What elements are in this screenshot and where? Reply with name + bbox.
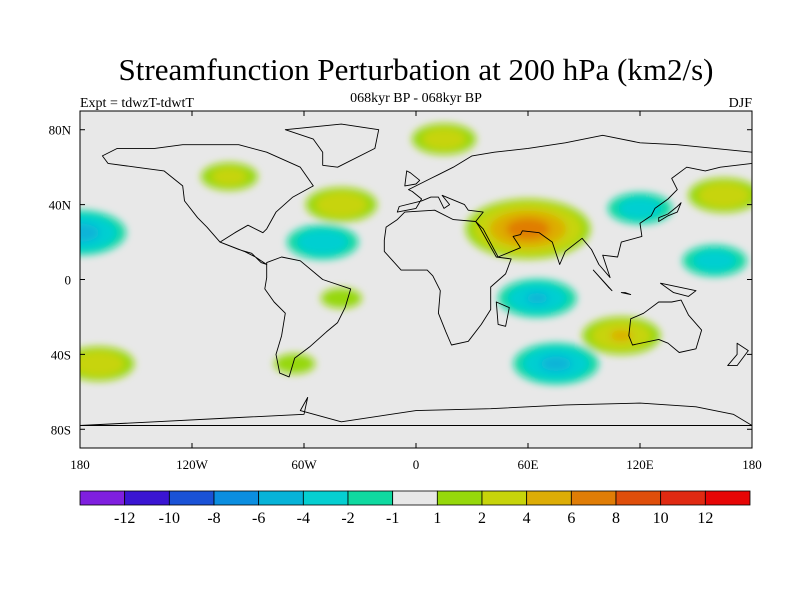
anomaly-contour bbox=[320, 288, 362, 309]
colorbar-label: 10 bbox=[653, 510, 669, 527]
anomaly-contour bbox=[692, 250, 737, 272]
colorbar-swatch bbox=[347, 490, 394, 506]
colorbar-label: -10 bbox=[159, 510, 180, 527]
anomaly-contour bbox=[618, 197, 662, 220]
coastline bbox=[592, 269, 613, 292]
y-tick-label: 80N bbox=[49, 123, 72, 138]
anomaly-contour bbox=[506, 218, 550, 240]
colorbar: -12 -10 -8 -6 -4 -2 -1 1 2 4 6 8 10 12 bbox=[79, 490, 751, 527]
colorbar-swatch bbox=[124, 490, 170, 506]
experiment-label: Expt = tdwzT-tdwtT bbox=[80, 96, 194, 111]
anomaly-contour bbox=[698, 182, 750, 208]
colorbar-label: -4 bbox=[297, 510, 310, 527]
coastlines bbox=[80, 123, 752, 426]
coastline bbox=[628, 299, 703, 353]
x-axis: 180 120W 60W 0 60E 120E 180 bbox=[70, 111, 762, 472]
x-tick-label: 0 bbox=[413, 457, 420, 472]
x-tick-label: 180 bbox=[742, 457, 762, 472]
anomaly-contour bbox=[80, 351, 125, 377]
colorbar-label: -1 bbox=[386, 510, 399, 527]
colorbar-label: 8 bbox=[612, 510, 620, 527]
anomaly-contour bbox=[296, 229, 349, 255]
map-panel bbox=[79, 110, 753, 449]
y-tick-label: 40S bbox=[51, 347, 71, 362]
colorbar-swatch bbox=[615, 490, 662, 506]
anomaly-contour bbox=[80, 223, 100, 243]
colorbar-swatch bbox=[526, 490, 572, 506]
anomaly-contour bbox=[274, 353, 316, 374]
colorbar-label: 2 bbox=[478, 510, 486, 527]
anomaly-contour bbox=[610, 330, 633, 342]
x-tick-label: 120E bbox=[626, 457, 654, 472]
colorbar-swatch bbox=[660, 490, 706, 506]
coastline bbox=[404, 170, 421, 187]
colorbar-swatch bbox=[168, 490, 215, 506]
map-background bbox=[80, 111, 752, 448]
colorbar-label: 6 bbox=[567, 510, 575, 527]
coastline bbox=[101, 144, 314, 265]
y-tick-label: 0 bbox=[65, 273, 72, 288]
coastline bbox=[80, 396, 752, 426]
anomaly-contour bbox=[526, 292, 549, 304]
coastline bbox=[383, 209, 512, 346]
period-label: 068kyr BP - 068kyr BP bbox=[350, 91, 482, 106]
anomaly-field bbox=[80, 123, 752, 385]
chart-title: Streamfunction Perturbation at 200 hPa (… bbox=[119, 52, 714, 87]
anomaly-contour bbox=[315, 191, 368, 218]
coastline bbox=[660, 282, 697, 297]
x-tick-label: 60W bbox=[291, 457, 317, 472]
coastline bbox=[264, 256, 352, 378]
colorbar-label: -8 bbox=[207, 510, 220, 527]
colorbar-label: 4 bbox=[523, 510, 531, 527]
anomaly-contour bbox=[211, 167, 248, 186]
coastline bbox=[495, 301, 510, 327]
colorbar-swatch bbox=[258, 490, 304, 506]
coastline bbox=[620, 292, 632, 295]
colorbar-swatch bbox=[392, 490, 438, 506]
colorbar-swatch bbox=[213, 490, 260, 506]
y-tick-label: 80S bbox=[51, 422, 71, 437]
coastline bbox=[727, 342, 749, 367]
coastline bbox=[284, 123, 380, 168]
colorbar-label: -12 bbox=[114, 510, 135, 527]
anomaly-contour bbox=[540, 356, 572, 372]
x-tick-label: 60E bbox=[518, 457, 539, 472]
x-tick-label: 180 bbox=[70, 457, 90, 472]
colorbar-label: 1 bbox=[433, 510, 441, 527]
x-tick-label: 120W bbox=[176, 457, 209, 472]
colorbar-swatch bbox=[302, 490, 349, 506]
colorbar-swatch bbox=[570, 490, 617, 506]
y-tick-label: 40N bbox=[49, 198, 72, 213]
colorbar-swatch bbox=[481, 490, 528, 506]
season-label: DJF bbox=[729, 96, 753, 111]
colorbar-swatch bbox=[436, 490, 483, 506]
coastline bbox=[396, 134, 752, 279]
colorbar-swatch bbox=[79, 490, 126, 506]
colorbar-label: -2 bbox=[341, 510, 354, 527]
colorbar-swatch bbox=[704, 490, 751, 506]
colorbar-label: 12 bbox=[697, 510, 713, 527]
colorbar-label: -6 bbox=[252, 510, 265, 527]
anomaly-contour bbox=[422, 128, 466, 150]
coastline bbox=[658, 202, 682, 222]
y-axis: 80N 40N 0 40S 80S bbox=[49, 123, 752, 437]
